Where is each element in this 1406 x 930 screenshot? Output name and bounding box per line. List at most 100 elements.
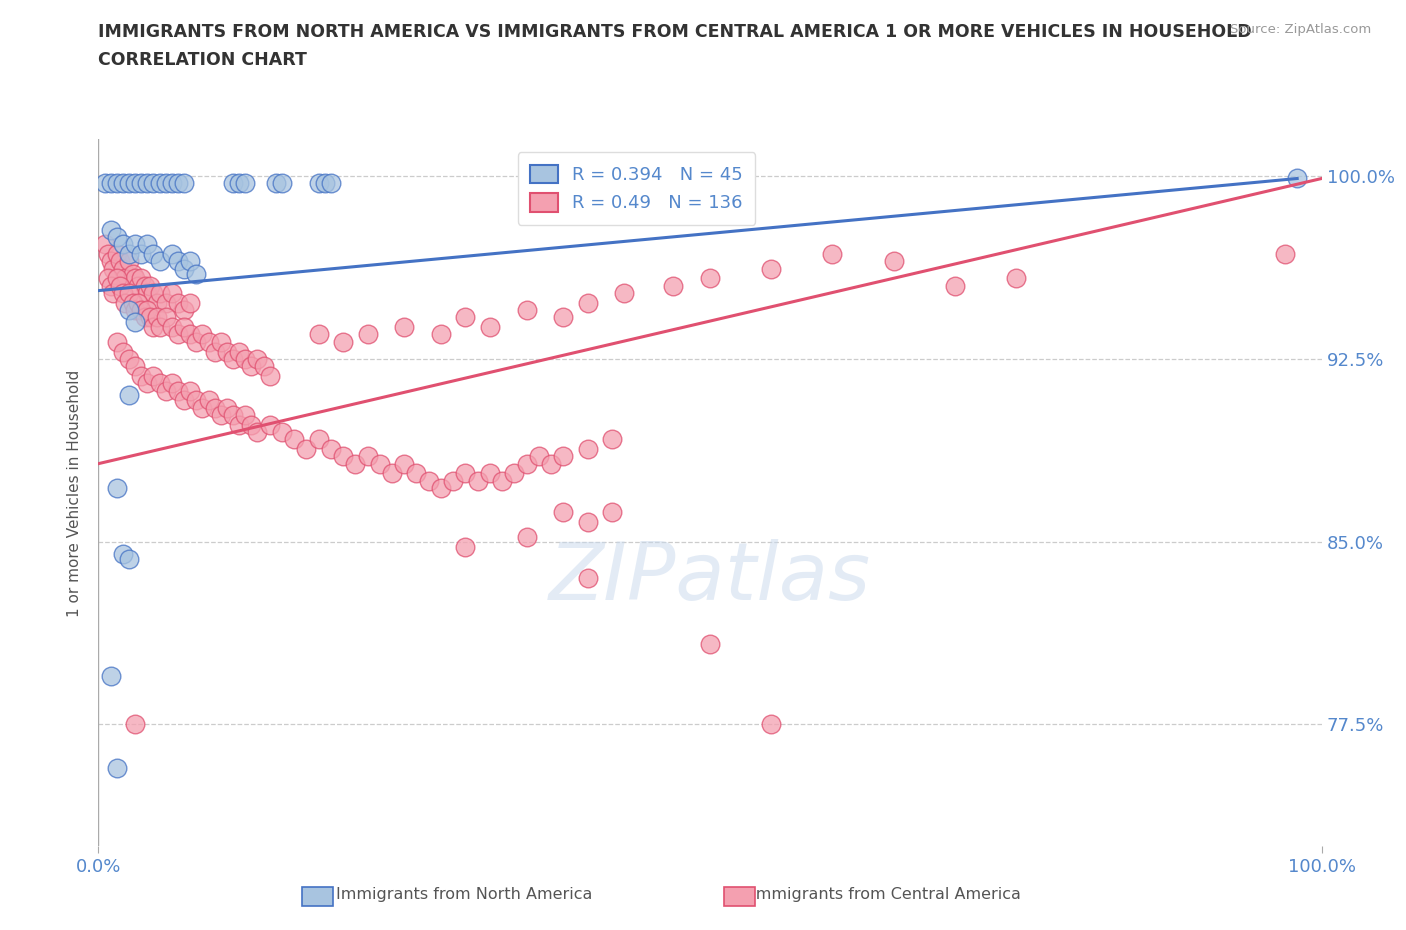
Point [146,296,169,311]
Point [118,388,141,403]
Point [111,237,134,252]
Point [105,271,128,286]
Point [527,449,550,464]
Point [124,271,146,286]
Point [191,327,214,342]
Point [761,717,783,732]
Point [270,176,294,191]
Point [308,327,330,342]
Text: ZIPatlas: ZIPatlas [548,538,872,617]
Point [100,222,122,237]
Point [97,246,120,261]
Point [197,335,219,350]
Point [101,286,124,300]
Point [454,466,477,481]
Point [515,529,537,544]
Point [118,551,141,566]
Point [111,261,134,276]
Point [134,310,156,325]
Point [160,376,183,391]
Point [101,261,124,276]
Point [246,424,269,439]
Point [240,359,263,374]
Point [124,315,146,330]
Point [515,457,537,472]
Point [356,449,378,464]
Point [110,254,132,269]
Point [105,761,128,776]
Point [332,335,354,350]
Point [173,176,195,191]
Point [111,286,134,300]
Point [114,296,136,311]
Point [118,254,141,269]
Point [124,176,146,191]
Point [240,418,263,432]
Text: Immigrants from North America: Immigrants from North America [336,887,592,902]
Point [1286,171,1309,186]
Point [356,327,378,342]
Point [110,278,132,293]
Point [576,571,599,586]
Point [454,310,477,325]
Point [173,302,195,317]
Point [124,717,146,732]
Point [142,286,165,300]
Point [392,457,416,472]
Point [167,383,190,398]
Point [228,176,250,191]
Point [405,466,427,481]
Point [160,320,183,335]
Point [233,352,256,366]
Point [129,176,152,191]
Point [142,368,165,383]
Point [111,176,134,191]
Point [118,246,141,261]
Point [149,176,172,191]
Point [97,271,120,286]
Point [173,320,195,335]
Point [105,335,128,350]
Point [1274,246,1296,261]
Point [160,246,183,261]
Point [259,418,281,432]
Point [283,432,305,446]
Point [118,302,141,317]
Point [167,296,190,311]
Point [761,261,783,276]
Point [155,383,177,398]
Point [392,320,416,335]
Point [215,344,238,359]
Point [503,466,526,481]
Point [308,432,330,446]
Point [264,176,287,191]
Point [259,368,281,383]
Point [155,176,177,191]
Point [662,278,685,293]
Point [1004,271,1026,286]
Point [430,481,453,496]
Point [295,442,318,457]
Point [186,335,208,350]
Point [209,335,232,350]
Point [105,246,128,261]
Point [111,547,134,562]
Point [127,296,149,311]
Point [167,327,190,342]
Point [246,352,269,366]
Point [467,473,489,488]
Point [430,327,453,342]
Point [441,473,464,488]
Point [124,237,146,252]
Point [319,442,342,457]
Point [613,286,636,300]
Point [160,286,183,300]
Point [553,310,575,325]
Point [139,310,162,325]
Point [136,286,159,300]
Point [179,296,201,311]
Point [146,310,169,325]
Point [197,392,219,407]
Point [215,400,238,415]
Point [124,359,146,374]
